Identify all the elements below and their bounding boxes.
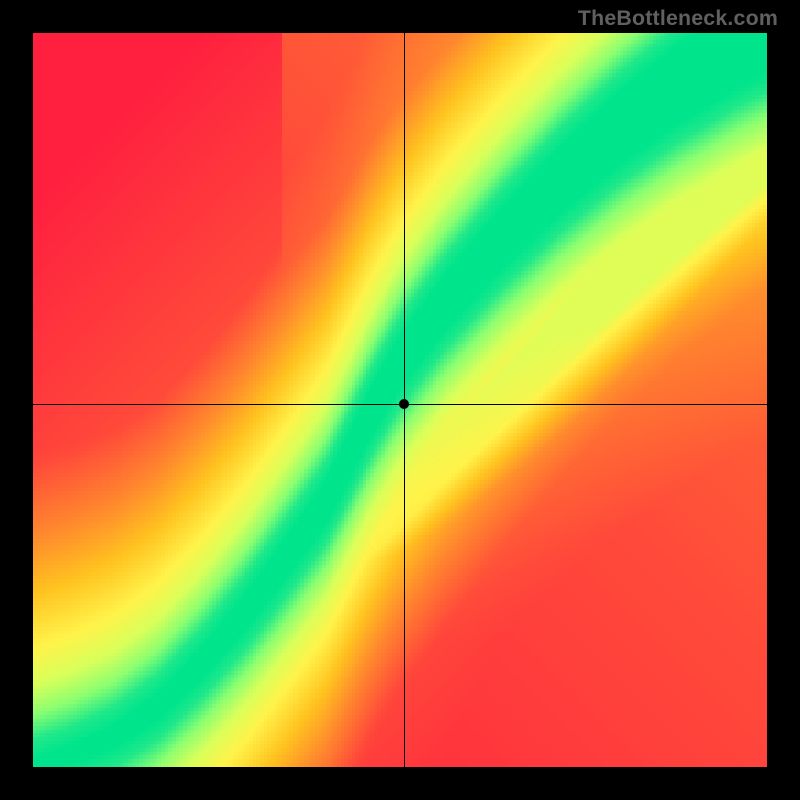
watermark-text: TheBottleneck.com <box>578 6 778 31</box>
